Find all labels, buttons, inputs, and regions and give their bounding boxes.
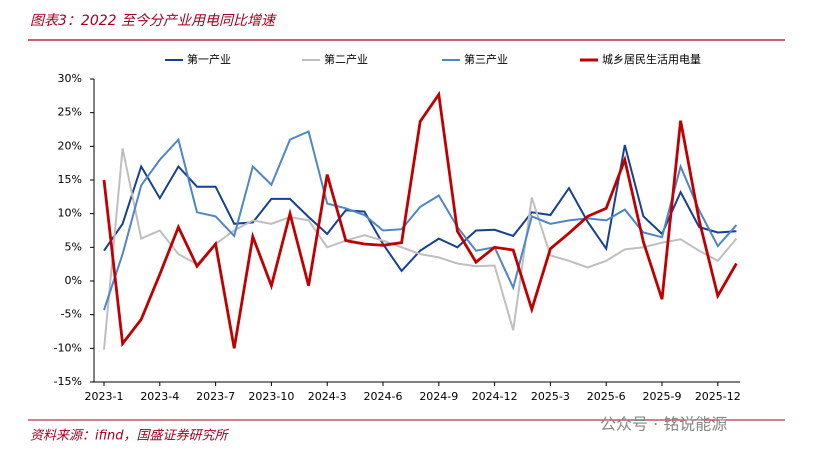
legend-label: 第三产业 (464, 52, 508, 66)
y-tick-label: -10% (54, 341, 82, 354)
x-tick-label: 2023-10 (248, 390, 294, 403)
legend-label: 第二产业 (324, 52, 368, 66)
x-tick-label: 2024-6 (364, 390, 403, 403)
watermark: 公众号 · 铭说能源 (600, 415, 727, 434)
y-tick-label: 10% (58, 207, 82, 220)
y-tick-label: -15% (54, 375, 82, 388)
x-tick-label: 2023-4 (140, 390, 179, 403)
x-tick-label: 2024-9 (419, 390, 458, 403)
x-tick-label: 2024-12 (472, 390, 518, 403)
x-tick-label: 2025-12 (695, 390, 741, 403)
legend-label: 城乡居民生活用电量 (602, 52, 701, 66)
series-line (103, 144, 737, 273)
x-tick-label: 2024-3 (308, 390, 347, 403)
y-tick-label: 5% (65, 240, 82, 253)
x-tick-label: 2025-9 (643, 390, 682, 403)
series-line (103, 148, 738, 350)
series-line (102, 90, 738, 349)
x-tick-label: 2025-6 (587, 390, 626, 403)
y-tick-label: 0% (65, 274, 82, 287)
y-tick-label: 15% (58, 173, 82, 186)
series-line (103, 130, 738, 311)
x-tick-label: 2025-3 (531, 390, 570, 403)
x-tick-label: 2023-1 (85, 390, 124, 403)
x-tick-label: 2023-7 (196, 390, 235, 403)
y-tick-label: 20% (58, 139, 82, 152)
y-tick-label: -5% (61, 308, 82, 321)
legend-label: 第一产业 (187, 52, 231, 66)
source: 资料来源：ifind，国盛证券研究所 (30, 428, 230, 444)
y-tick-label: 25% (58, 106, 82, 119)
y-tick-label: 30% (58, 72, 82, 85)
chart-title: 图表3：2022 至今分产业用电同比增速 (30, 13, 277, 29)
